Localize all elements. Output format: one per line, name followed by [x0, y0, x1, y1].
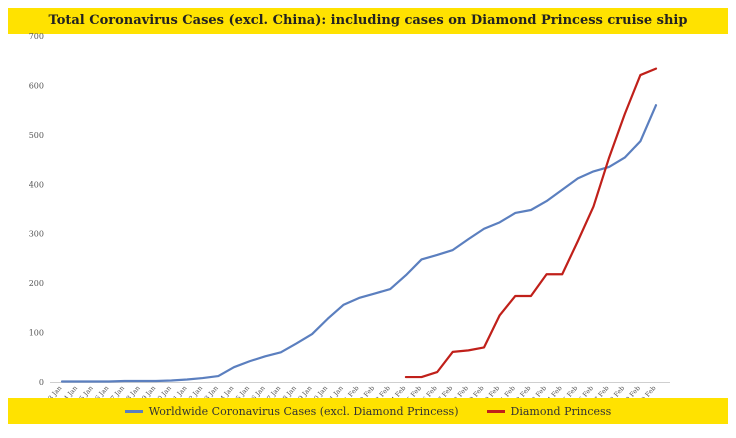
legend-label-diamond-princess: Diamond Princess [510, 404, 612, 418]
series-line-diamond-princess [404, 67, 658, 379]
y-tick-label: 0 [39, 378, 44, 387]
y-tick-label: 700 [29, 32, 44, 41]
y-tick-label: 600 [29, 81, 44, 90]
series-line-worldwide [60, 104, 658, 383]
legend-item-worldwide: Worldwide Coronavirus Cases (excl. Diamo… [124, 404, 459, 418]
legend-banner: Worldwide Coronavirus Cases (excl. Diamo… [8, 398, 728, 424]
y-tick-label: 500 [29, 131, 44, 140]
y-tick-label: 300 [29, 230, 44, 239]
legend: Worldwide Coronavirus Cases (excl. Diamo… [8, 398, 728, 424]
legend-swatch-diamond-princess [486, 409, 505, 413]
legend-label-worldwide: Worldwide Coronavirus Cases (excl. Diamo… [148, 404, 459, 418]
legend-item-diamond-princess: Diamond Princess [486, 404, 612, 418]
y-tick-label: 100 [29, 329, 44, 338]
title-banner: Total Coronavirus Cases (excl. China): i… [8, 8, 728, 34]
y-tick-label: 400 [29, 180, 44, 189]
legend-swatch-worldwide [124, 409, 143, 413]
chart-title: Total Coronavirus Cases (excl. China): i… [48, 13, 688, 28]
y-tick-label: 200 [29, 279, 44, 288]
